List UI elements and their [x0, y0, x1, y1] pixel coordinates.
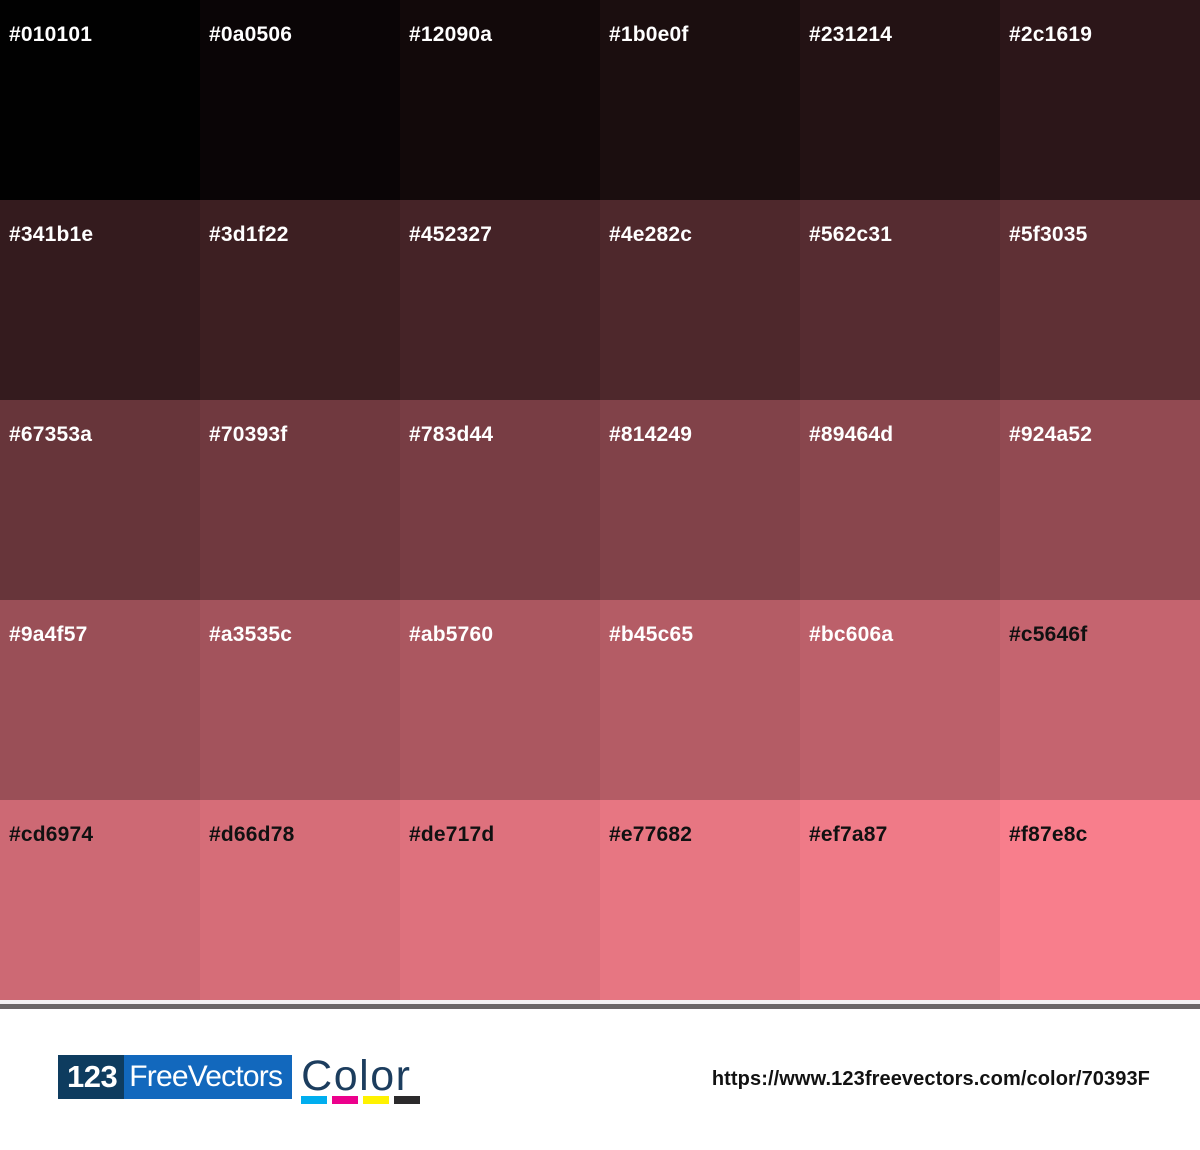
logo-box: 123 FreeVectors [58, 1055, 293, 1099]
color-swatch[interactable]: #ab5760 [400, 600, 600, 800]
swatch-hex-label: #d66d78 [209, 823, 295, 846]
color-swatch[interactable]: #0a0506 [200, 0, 400, 200]
swatch-hex-label: #0a0506 [209, 23, 293, 46]
swatch-hex-label: #010101 [9, 23, 93, 46]
swatch-hex-label: #89464d [809, 423, 894, 446]
swatch-hex-label: #1b0e0f [609, 23, 689, 46]
color-swatch[interactable]: #67353a [0, 400, 200, 600]
swatch-hex-label: #924a52 [1009, 423, 1093, 446]
swatch-hex-label: #de717d [409, 823, 495, 846]
swatch-hex-label: #70393f [209, 423, 288, 446]
color-swatch[interactable]: #231214 [800, 0, 1000, 200]
swatch-hex-label: #3d1f22 [209, 223, 289, 246]
swatch-hex-label: #ef7a87 [809, 823, 888, 846]
swatch-hex-label: #2c1619 [1009, 23, 1093, 46]
color-swatch[interactable]: #f87e8c [1000, 800, 1200, 1000]
color-palette-grid: #010101 #0a0506 #12090a #1b0e0f #231214 #2c16… [0, 0, 1200, 1000]
color-swatch[interactable]: #de717d [400, 800, 600, 1000]
color-swatch[interactable]: #783d44 [400, 400, 600, 600]
logo-brand-segment: FreeVectors [124, 1055, 293, 1099]
cmyk-bar-cyan [301, 1096, 328, 1104]
cmyk-bar-magenta [332, 1096, 359, 1104]
color-swatch[interactable]: #010101 [0, 0, 200, 200]
color-swatch[interactable]: #12090a [400, 0, 600, 200]
logo-number-segment: 123 [58, 1055, 125, 1099]
logo-color-block: Color [301, 1052, 421, 1104]
footer: 123 FreeVectors Color https://www.123fre… [0, 1009, 1200, 1150]
color-swatch[interactable]: #a3535c [200, 600, 400, 800]
swatch-hex-label: #e77682 [609, 823, 693, 846]
cmyk-bars [301, 1096, 421, 1104]
swatch-hex-label: #9a4f57 [9, 623, 88, 646]
color-swatch[interactable]: #341b1e [0, 200, 200, 400]
swatch-hex-label: #562c31 [809, 223, 893, 246]
swatch-hex-label: #12090a [409, 23, 493, 46]
color-swatch[interactable]: #ef7a87 [800, 800, 1000, 1000]
swatch-hex-label: #bc606a [809, 623, 894, 646]
logo-number-text: 123 [67, 1059, 118, 1094]
logo-color-word: Color [301, 1052, 412, 1100]
swatch-hex-label: #f87e8c [1009, 823, 1088, 846]
swatch-hex-label: #a3535c [209, 623, 293, 646]
swatch-hex-label: #b45c65 [609, 623, 694, 646]
swatch-hex-label: #67353a [9, 423, 93, 446]
swatch-hex-label: #5f3035 [1009, 223, 1088, 246]
color-swatch[interactable]: #4e282c [600, 200, 800, 400]
color-swatch[interactable]: #452327 [400, 200, 600, 400]
color-swatch[interactable]: #2c1619 [1000, 0, 1200, 200]
cmyk-bar-black [394, 1096, 421, 1104]
color-swatch[interactable]: #bc606a [800, 600, 1000, 800]
divider-dark-line [0, 1004, 1200, 1009]
logo-123freevectors[interactable]: 123 FreeVectors Color [58, 1052, 421, 1104]
divider-light-line [0, 1000, 1200, 1004]
color-swatch[interactable]: #924a52 [1000, 400, 1200, 600]
swatch-hex-label: #783d44 [409, 423, 494, 446]
swatch-hex-label: #452327 [409, 223, 493, 246]
color-swatch[interactable]: #9a4f57 [0, 600, 200, 800]
color-swatch[interactable]: #1b0e0f [600, 0, 800, 200]
swatch-hex-label: #c5646f [1009, 623, 1088, 646]
color-swatch[interactable]: #89464d [800, 400, 1000, 600]
color-swatch[interactable]: #562c31 [800, 200, 1000, 400]
color-swatch[interactable]: #5f3035 [1000, 200, 1200, 400]
swatch-hex-label: #814249 [609, 423, 693, 446]
color-swatch[interactable]: #c5646f [1000, 600, 1200, 800]
page-url-text: https://www.123freevectors.com/color/703… [711, 1068, 1150, 1090]
color-swatch[interactable]: #70393f [200, 400, 400, 600]
logo-brand-text: FreeVectors [129, 1060, 283, 1093]
swatch-hex-label: #231214 [809, 23, 893, 46]
color-swatch[interactable]: #e77682 [600, 800, 800, 1000]
color-swatch[interactable]: #cd6974 [0, 800, 200, 1000]
color-swatch[interactable]: #d66d78 [200, 800, 400, 1000]
swatch-hex-label: #341b1e [9, 223, 94, 246]
color-swatch[interactable]: #814249 [600, 400, 800, 600]
swatch-hex-label: #4e282c [609, 223, 693, 246]
color-swatch[interactable]: #b45c65 [600, 600, 800, 800]
cmyk-bar-yellow [363, 1096, 390, 1104]
color-swatch[interactable]: #3d1f22 [200, 200, 400, 400]
swatch-hex-label: #ab5760 [409, 623, 494, 646]
swatch-hex-label: #cd6974 [9, 823, 94, 846]
